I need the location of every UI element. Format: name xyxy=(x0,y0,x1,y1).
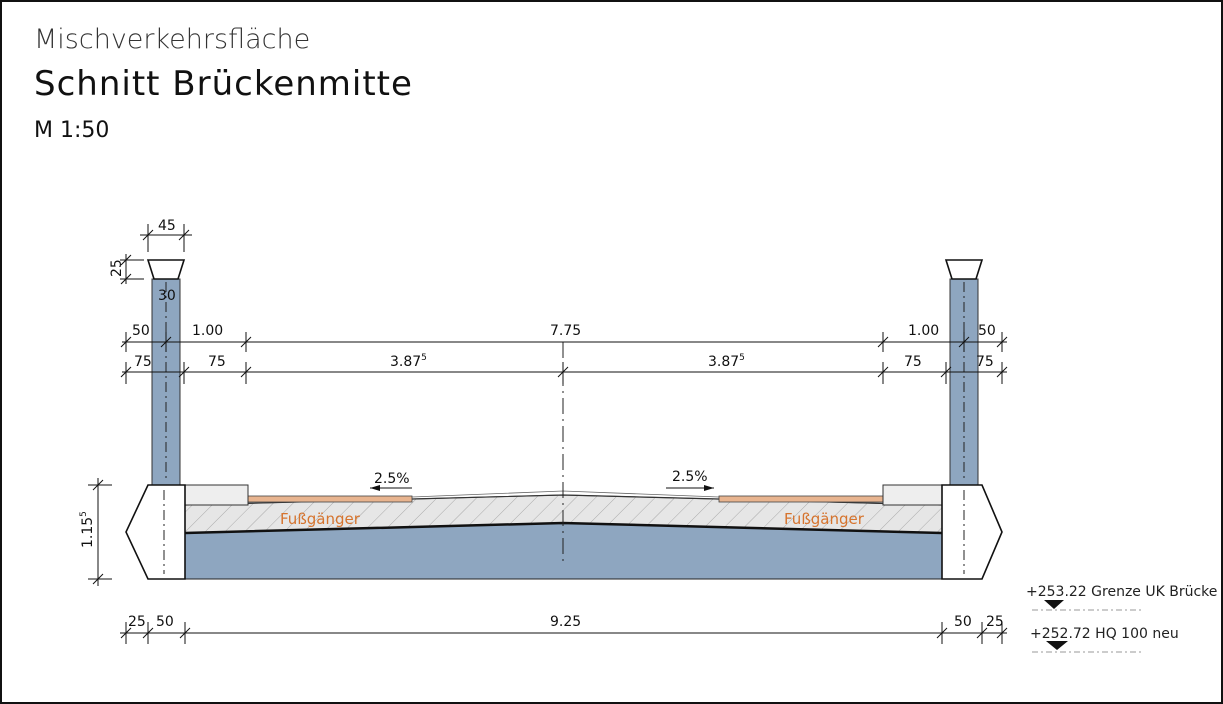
left-sidewalk xyxy=(247,495,413,503)
dim-height-main: 1.155 xyxy=(79,511,96,548)
dim-top-left-100: 1.00 xyxy=(192,323,223,339)
dim-top-center: 7.75 xyxy=(550,323,581,339)
right-kerb xyxy=(882,484,943,506)
level-hq100: +252.72 HQ 100 neu xyxy=(1030,626,1179,653)
dim-top-left-50: 50 xyxy=(132,323,150,339)
svg-text:+253.22 Grenze UK Brücke: +253.22 Grenze UK Brücke xyxy=(1026,584,1217,600)
svg-text:+252.72 HQ 100 neu: +252.72 HQ 100 neu xyxy=(1030,626,1179,642)
slope-left: 2.5% xyxy=(370,471,412,491)
dim-bottom-left-25: 25 xyxy=(128,614,146,630)
pedestrian-label-left: Fußgänger xyxy=(280,510,361,528)
svg-text:2.5%: 2.5% xyxy=(374,471,410,487)
level-triangle-icon xyxy=(1046,641,1068,650)
left-kerb xyxy=(184,484,249,506)
right-post xyxy=(944,259,984,486)
left-post xyxy=(146,259,186,486)
dim-mid-right-75a: 75 xyxy=(904,354,922,370)
dim-head-height: 25 xyxy=(109,259,125,277)
dim-post-width: 45 xyxy=(158,218,176,234)
right-edge-beam xyxy=(941,484,1003,580)
drawing-scale: M 1:50 xyxy=(34,118,110,143)
left-edge-beam xyxy=(125,484,186,580)
dim-post-inner: 30 xyxy=(158,288,176,304)
dim-top-right-50: 50 xyxy=(978,323,996,339)
dim-mid-left-half: 3.875 xyxy=(390,353,427,370)
dim-bottom-right-50: 50 xyxy=(954,614,972,630)
dim-mid-left-75b: 75 xyxy=(208,354,226,370)
svg-text:2.5%: 2.5% xyxy=(672,469,708,485)
dim-mid-right-half: 3.875 xyxy=(708,353,745,370)
dimension-lines xyxy=(88,224,1008,644)
dim-bottom-right-25: 25 xyxy=(986,614,1004,630)
drawing-title: Schnitt Brückenmitte xyxy=(34,64,413,104)
level-triangle-icon xyxy=(1044,600,1064,609)
drawing-subtitle: Mischverkehrsfläche xyxy=(34,24,311,55)
pedestrian-label-right: Fußgänger xyxy=(784,510,865,528)
dim-mid-left-75a: 75 xyxy=(134,354,152,370)
dim-mid-right-75b: 75 xyxy=(976,354,994,370)
dim-top-right-100: 1.00 xyxy=(908,323,939,339)
right-sidewalk xyxy=(718,495,884,503)
level-uk-bridge: +253.22 Grenze UK Brücke xyxy=(1026,584,1217,611)
dim-bottom-left-50: 50 xyxy=(156,614,174,630)
slope-right: 2.5% xyxy=(666,469,714,491)
dim-bottom-center: 9.25 xyxy=(550,614,581,630)
